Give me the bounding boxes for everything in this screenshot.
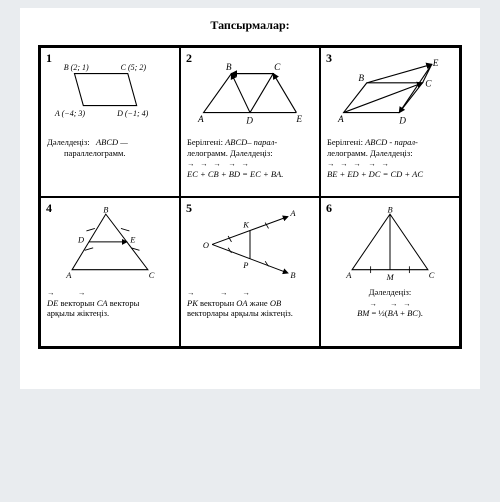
label-C: C [274, 63, 281, 73]
problem-cell-1: 1 B (2; 1) C (5; 2) A (−4; 3) D (−1; 4) … [40, 47, 180, 197]
label-A: A [65, 270, 72, 280]
problems-grid: 1 B (2; 1) C (5; 2) A (−4; 3) D (−1; 4) … [38, 45, 462, 349]
label-C: C (5; 2) [121, 63, 147, 72]
label-E: E [432, 59, 439, 69]
label-C: C [429, 270, 435, 280]
label-B: B [103, 204, 108, 214]
diagram-2: A B C D E [185, 54, 315, 134]
label-A: A [289, 208, 296, 218]
label-B: B [358, 74, 364, 84]
problem-cell-4: 4 A B C D E → → DE векторын CA векторыар… [40, 197, 180, 347]
label-E: E [295, 115, 302, 125]
label-A: A [345, 270, 352, 280]
caption-1: Дәлелдеңіз: ABCD — параллелограмм. [45, 137, 175, 158]
cell-number: 5 [186, 201, 192, 216]
diagram-3: A B C D E [325, 54, 455, 134]
cell-number: 3 [326, 51, 332, 66]
page-title: Тапсырмалар: [38, 18, 462, 33]
problem-cell-6: 6 A B C M Дәлелдеңіз: → → → BM = ½(BA + … [320, 197, 460, 347]
label-M: M [386, 272, 395, 282]
problem-cell-3: 3 A B C D E Берілгені: ABCD - парал- лел… [320, 47, 460, 197]
label-B: B [290, 270, 295, 280]
label-C: C [149, 270, 155, 280]
label-D: D [245, 117, 253, 127]
label-E: E [129, 235, 135, 245]
problem-cell-5: 5 O A B K P → → → PK векторын OA ж [180, 197, 320, 347]
label-A: A (−4; 3) [54, 109, 85, 118]
cell-number: 1 [46, 51, 52, 66]
label-P: P [242, 260, 248, 270]
diagram-1: B (2; 1) C (5; 2) A (−4; 3) D (−1; 4) [45, 54, 175, 134]
label-A: A [197, 115, 204, 125]
label-C: C [425, 80, 432, 90]
diagram-6: A B C M [325, 204, 455, 284]
cell-number: 2 [186, 51, 192, 66]
label-D: D (−1; 4) [116, 109, 149, 118]
label-O: O [203, 240, 209, 250]
caption-2: Берілгені: ABCD– парал- лелограмм. Дәлел… [185, 137, 315, 180]
label-D: D [398, 117, 406, 127]
label-B: B (2; 1) [64, 63, 89, 72]
cell-number: 6 [326, 201, 332, 216]
label-A: A [337, 115, 344, 125]
caption-3: Берілгені: ABCD - парал- лелограмм. Дәле… [325, 137, 455, 180]
caption-6: Дәлелдеңіз: → → → BM = ½(BA + BC). [325, 287, 455, 319]
caption-4: → → DE векторын CA векторыарқылы жіктеңі… [45, 287, 175, 319]
label-B: B [226, 63, 232, 73]
label-B: B [387, 204, 392, 214]
worksheet-page: Тапсырмалар: 1 B (2; 1) C (5; 2) A (−4; … [20, 8, 480, 389]
diagram-5: O A B K P [185, 204, 315, 284]
label-D: D [77, 235, 84, 245]
cell-number: 4 [46, 201, 52, 216]
label-K: K [242, 220, 249, 230]
caption-5: → → → PK векторын OA және OBвекторлары а… [185, 287, 315, 319]
problem-cell-2: 2 A B C D E Берілгені: ABCD– парал- лело… [180, 47, 320, 197]
diagram-4: A B C D E [45, 204, 175, 284]
